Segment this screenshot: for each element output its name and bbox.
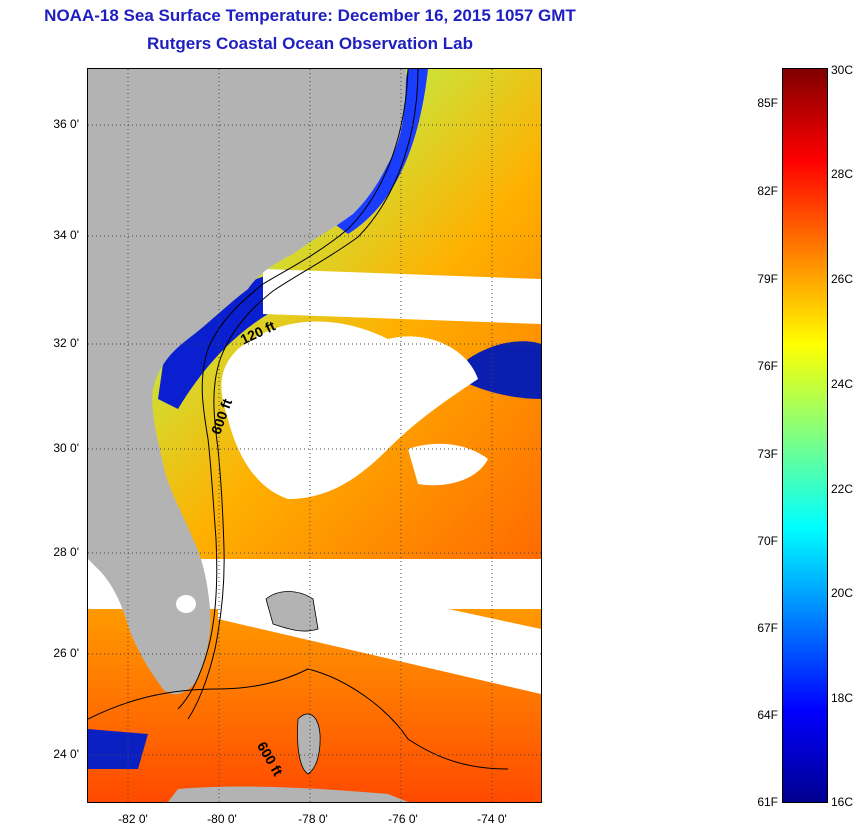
cold-water-keys bbox=[88, 729, 148, 769]
data-gap-swath-north bbox=[263, 269, 541, 324]
lon-tick-74: -74 0' bbox=[477, 812, 507, 826]
temperature-colorbar bbox=[782, 68, 828, 803]
colorbar-label-28c: 28C bbox=[831, 167, 854, 181]
colorbar-label-85f: 85F bbox=[757, 96, 778, 110]
land-cuba bbox=[168, 786, 408, 802]
colorbar-label-16c: 16C bbox=[831, 795, 854, 809]
colorbar-label-24c: 24C bbox=[831, 377, 854, 391]
map-title: NOAA-18 Sea Surface Temperature: Decembe… bbox=[44, 6, 576, 25]
colorbar-label-79f: 79F bbox=[757, 272, 778, 286]
sst-map: 120 ft 600 ft 600 ft bbox=[87, 68, 542, 803]
contour-600ft bbox=[187, 69, 419, 720]
lon-tick-80: -80 0' bbox=[207, 812, 237, 826]
lake-okeechobee bbox=[176, 595, 196, 613]
land-bahamas-abaco bbox=[265, 591, 319, 632]
colorbar-label-61f: 61F bbox=[757, 795, 778, 809]
colorbar-label-82f: 82F bbox=[757, 184, 778, 198]
lon-tick-82: -82 0' bbox=[118, 812, 148, 826]
colorbar-label-64f: 64F bbox=[757, 708, 778, 722]
sst-map-canvas: 120 ft 600 ft 600 ft bbox=[88, 69, 541, 802]
lat-tick-30: 30 0' bbox=[53, 441, 79, 455]
colorbar-label-76f: 76F bbox=[757, 359, 778, 373]
lat-tick-34: 34 0' bbox=[53, 228, 79, 242]
colorbar-label-73f: 73F bbox=[757, 447, 778, 461]
contour-600ft-south bbox=[88, 668, 509, 770]
lat-tick-26: 26 0' bbox=[53, 646, 79, 660]
colorbar-label-67f: 67F bbox=[757, 621, 778, 635]
contour-120ft bbox=[177, 69, 409, 710]
lat-tick-32: 32 0' bbox=[53, 336, 79, 350]
cold-water-offshore bbox=[458, 341, 541, 399]
land-mainland bbox=[88, 69, 406, 695]
colorbar-label-18c: 18C bbox=[831, 691, 854, 705]
lat-tick-24: 24 0' bbox=[53, 747, 79, 761]
lon-tick-78: -78 0' bbox=[298, 812, 328, 826]
lon-tick-76: -76 0' bbox=[388, 812, 418, 826]
cloud-cover bbox=[221, 321, 478, 499]
cloud-cover-2 bbox=[408, 443, 488, 486]
land-bahamas-andros bbox=[297, 713, 321, 775]
lat-tick-28: 28 0' bbox=[53, 545, 79, 559]
lat-tick-36: 36 0' bbox=[53, 117, 79, 131]
colorbar-label-22c: 22C bbox=[831, 482, 854, 496]
colorbar-label-20c: 20C bbox=[831, 586, 854, 600]
colorbar-label-30c: 30C bbox=[831, 63, 854, 77]
colorbar-label-70f: 70F bbox=[757, 534, 778, 548]
map-subtitle: Rutgers Coastal Ocean Observation Lab bbox=[147, 34, 473, 53]
colorbar-label-26c: 26C bbox=[831, 272, 854, 286]
